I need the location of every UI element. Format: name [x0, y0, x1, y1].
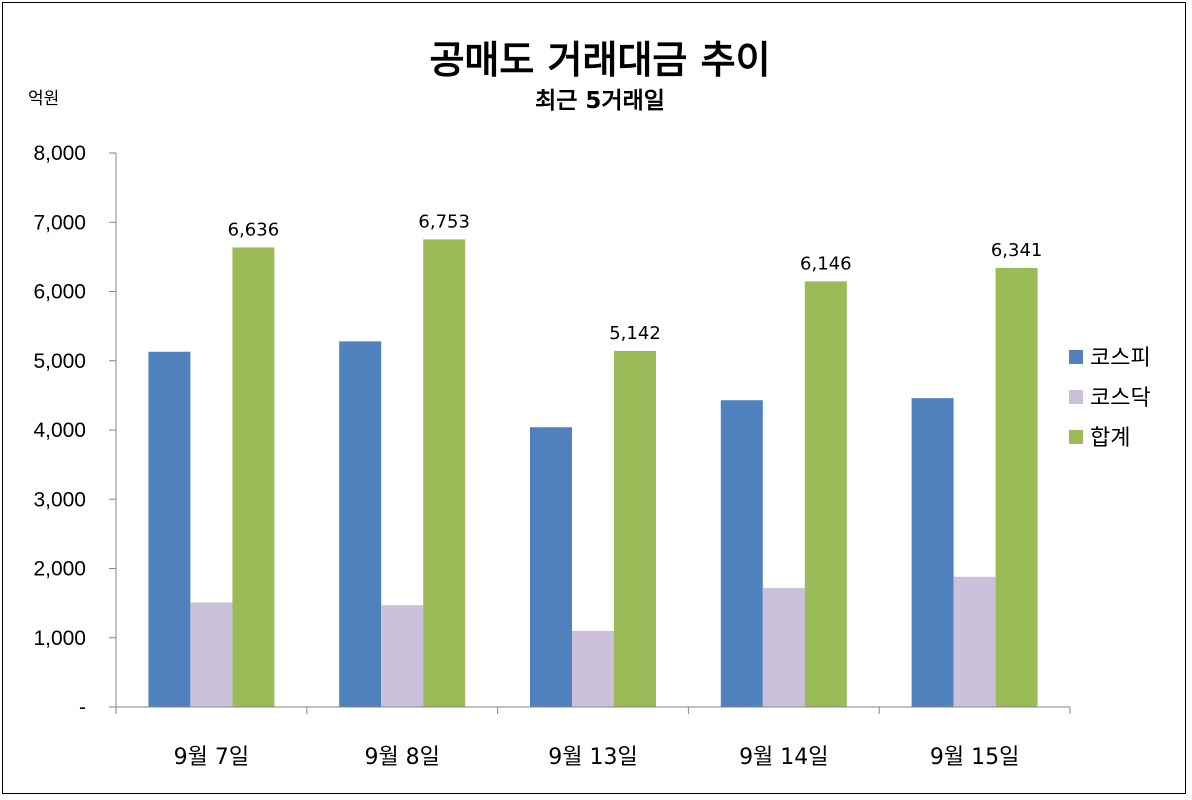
- bar-코스피-9월 13일: [530, 427, 572, 707]
- y-axis: - 1,000 2,000 3,000 4,000 5,000 6,000 7,000 8,00…: [33, 142, 117, 719]
- x-axis: 9월 7일 9월 8일 9월 13일 9월 14일 9월 15일: [115, 706, 1071, 770]
- data-label: 6,636: [228, 219, 280, 240]
- data-label: 6,341: [991, 240, 1043, 261]
- bar-합계-9월 14일: [804, 281, 847, 707]
- y-tick-label: 3,000: [33, 488, 86, 511]
- y-tick-label: 4,000: [33, 419, 86, 442]
- x-tick-label: 9월 13일: [548, 745, 637, 770]
- chart-title: 공매도 거래대금 추이: [429, 38, 770, 82]
- data-label: 6,753: [418, 211, 470, 232]
- x-tick-label: 9월 14일: [739, 745, 828, 770]
- bar-합계-9월 13일: [614, 350, 656, 707]
- bar-코스피-9월 8일: [339, 341, 382, 707]
- legend-swatch: [1069, 430, 1083, 444]
- data-label: 6,146: [800, 253, 852, 274]
- bar-합계-9월 7일: [232, 247, 275, 707]
- x-tick-label: 9월 7일: [174, 745, 249, 770]
- y-tick-label: 5,000: [33, 350, 86, 373]
- bars-group: [148, 239, 1038, 708]
- x-tick-label: 9월 8일: [364, 745, 439, 770]
- legend-label: 합계: [1090, 426, 1130, 451]
- bar-코스피-9월 14일: [720, 400, 763, 707]
- legend-swatch: [1069, 390, 1083, 404]
- legend-label: 코스피: [1090, 346, 1151, 371]
- bar-코스피-9월 15일: [911, 398, 954, 707]
- chart-subtitle: 최근 5거래일: [535, 88, 665, 114]
- data-label: 5,142: [609, 323, 661, 344]
- legend-label: 코스닥: [1090, 386, 1151, 411]
- y-axis-unit-label: 억원: [28, 89, 59, 109]
- legend-swatch: [1069, 350, 1083, 364]
- bar-코스닥-9월 13일: [572, 630, 614, 707]
- bar-코스닥-9월 14일: [762, 587, 805, 707]
- y-tick-label: 2,000: [33, 558, 86, 581]
- bar-코스닥-9월 7일: [190, 602, 233, 707]
- bar-합계-9월 8일: [423, 239, 466, 708]
- y-tick-label: 1,000: [33, 627, 86, 650]
- bar-코스피-9월 7일: [148, 351, 191, 707]
- y-tick-label: -: [79, 696, 86, 719]
- bar-코스닥-9월 15일: [953, 576, 996, 707]
- y-tick-label: 7,000: [33, 211, 86, 234]
- bar-합계-9월 15일: [995, 267, 1038, 707]
- x-tick-label: 9월 15일: [930, 745, 1019, 770]
- y-tick-label: 8,000: [33, 142, 86, 165]
- bar-코스닥-9월 8일: [381, 605, 424, 707]
- data-labels-group: 6,636 6,753 5,142 6,146 6,341: [228, 211, 1043, 344]
- y-tick-label: 6,000: [33, 281, 86, 304]
